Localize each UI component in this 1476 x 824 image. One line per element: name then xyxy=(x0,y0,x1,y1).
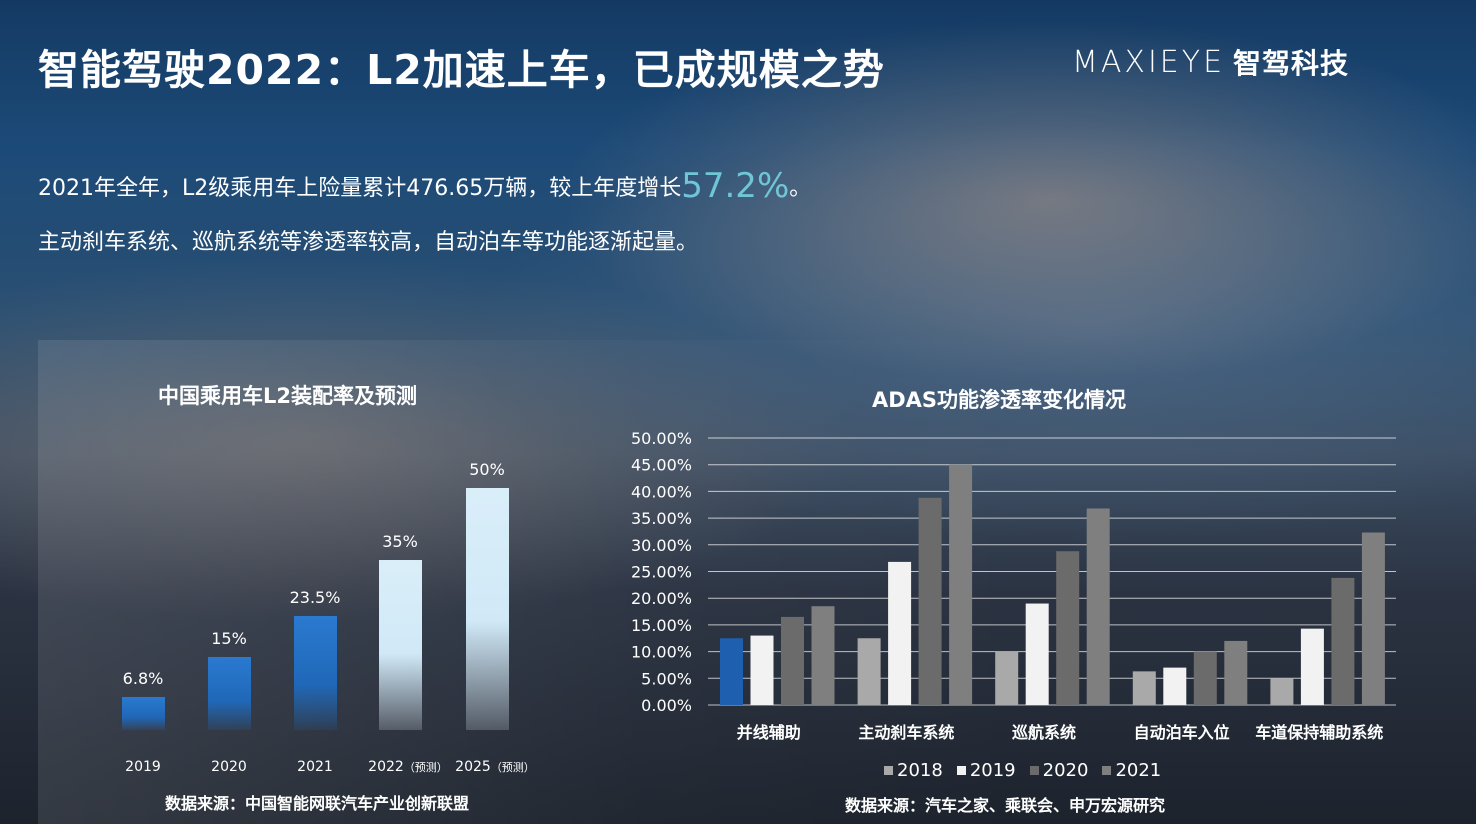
adas-category-label: 主动刹车系统 xyxy=(858,723,954,742)
legend-item-2020: 2020 xyxy=(1029,760,1089,781)
legend-label: 2020 xyxy=(1042,760,1089,781)
adas-y-tick-label: 0.00% xyxy=(641,696,692,715)
adas-y-tick-label: 35.00% xyxy=(631,509,692,528)
legend-label: 2019 xyxy=(969,760,1016,781)
legend-label: 2018 xyxy=(897,760,943,781)
adas-penetration-chart: 0.00% 5.00% 10.00% 15.00% 20.00% 25.00% 30.00%… xyxy=(631,429,1396,742)
adas-chart-title: ADAS功能渗透率变化情况 xyxy=(872,388,1127,412)
adas-chart-source: 数据来源：汽车之家、乘联会、申万宏源研究 xyxy=(845,796,1166,815)
adas-y-tick-label: 40.00% xyxy=(631,482,692,501)
adas-y-tick-label: 5.00% xyxy=(641,669,692,688)
logo-text-en: MAXIEYE xyxy=(1072,44,1226,80)
adas-category-label: 车道保持辅助系统 xyxy=(1255,723,1383,742)
adas-y-tick-label: 50.00% xyxy=(631,429,692,448)
l2-chart-source: 数据来源：中国智能网联汽车产业创新联盟 xyxy=(165,794,470,813)
adas-bar-2018-1 xyxy=(857,638,881,705)
adas-bar-2020-2 xyxy=(1056,551,1080,705)
l2-bar-2019 xyxy=(121,697,165,730)
logo-text-cn: 智驾科技 xyxy=(1233,47,1350,80)
adas-bar-2020-0 xyxy=(781,616,804,705)
adas-bar-2020-3 xyxy=(1193,651,1217,705)
adas-bar-2019-0 xyxy=(750,635,774,705)
summary-line-1-text: 2021年全年，L2级乘用车上险量累计476.65万辆，较上年度增长 xyxy=(38,176,682,201)
adas-y-tick-label: 15.00% xyxy=(631,616,692,635)
company-logo: MAXIEYE 智驾科技 xyxy=(1072,42,1349,82)
adas-bar-2018-4 xyxy=(1270,678,1294,705)
legend-label: 2021 xyxy=(1115,760,1162,781)
adas-bar-2019-4 xyxy=(1300,628,1324,705)
adas-y-tick-label: 30.00% xyxy=(631,536,692,555)
legend-swatch xyxy=(956,766,966,775)
adas-bar-2020-4 xyxy=(1331,577,1355,705)
adas-bar-2018-3 xyxy=(1132,671,1156,705)
chart-panel-background xyxy=(38,340,1038,824)
l2-year-label-2021: 2021 xyxy=(297,759,333,775)
adas-y-tick-label: 10.00% xyxy=(631,643,692,662)
l2-bar-2020 xyxy=(207,657,251,730)
adas-category-label: 巡航系统 xyxy=(1012,723,1076,742)
adas-bar-2021-4 xyxy=(1361,532,1385,705)
adas-bar-2021-1 xyxy=(949,464,973,705)
adas-bar-2018-2 xyxy=(995,651,1019,705)
legend-swatch xyxy=(884,766,893,775)
l2-year-label-2019: 2019 xyxy=(125,759,161,775)
adas-chart-legend: 2018 2019 2020 2021 xyxy=(884,760,1161,781)
l2-year-label-2022: 2022（预测） xyxy=(368,759,448,775)
legend-item-2018: 2018 xyxy=(884,760,943,781)
adas-bar-2020-1 xyxy=(918,497,942,705)
l2-bar-2022 xyxy=(378,560,422,730)
summary-line-1-end: 。 xyxy=(789,176,812,201)
l2-year-label-2020: 2020 xyxy=(211,759,247,775)
adas-bar-2021-3 xyxy=(1224,640,1248,705)
l2-chart-title: 中国乘用车L2装配率及预测 xyxy=(158,384,417,408)
l2-bar-2021 xyxy=(293,616,337,730)
growth-highlight: 57.2% xyxy=(681,166,790,206)
l2-value-label-2021: 23.5% xyxy=(289,588,341,608)
adas-y-tick-label: 45.00% xyxy=(631,456,692,475)
l2-value-label-2025: 50% xyxy=(469,459,505,479)
l2-value-label-2022: 35% xyxy=(382,532,418,552)
summary-line-1: 2021年全年，L2级乘用车上险量累计476.65万辆，较上年度增长57.2%。 xyxy=(38,166,811,206)
legend-swatch xyxy=(1102,766,1112,775)
adas-bar-2021-0 xyxy=(811,606,835,705)
l2-value-label-2020: 15% xyxy=(211,629,247,649)
l2-year-label-2025: 2025（预测） xyxy=(455,759,535,775)
adas-y-tick-label: 25.00% xyxy=(631,563,692,582)
adas-bar-2019-1 xyxy=(888,561,912,705)
legend-item-2019: 2019 xyxy=(956,760,1016,781)
summary-line-2: 主动刹车系统、巡航系统等渗透率较高，自动泊车等功能逐渐起量。 xyxy=(38,230,699,255)
adas-category-label: 并线辅助 xyxy=(737,723,801,742)
adas-category-label: 自动泊车入位 xyxy=(1134,723,1230,742)
adas-bar-2019-2 xyxy=(1025,603,1049,705)
adas-bar-2021-2 xyxy=(1086,508,1110,705)
adas-bar-2018-0 xyxy=(720,638,743,705)
adas-bar-2019-3 xyxy=(1163,667,1187,705)
legend-swatch xyxy=(1029,766,1039,775)
l2-value-label-2019: 6.8% xyxy=(122,669,164,689)
page-title: 智能驾驶2022：L2加速上车，已成规模之势 xyxy=(38,46,885,94)
l2-bar-2025 xyxy=(465,487,509,730)
legend-item-2021: 2021 xyxy=(1102,760,1161,781)
adas-y-tick-label: 20.00% xyxy=(631,589,692,608)
